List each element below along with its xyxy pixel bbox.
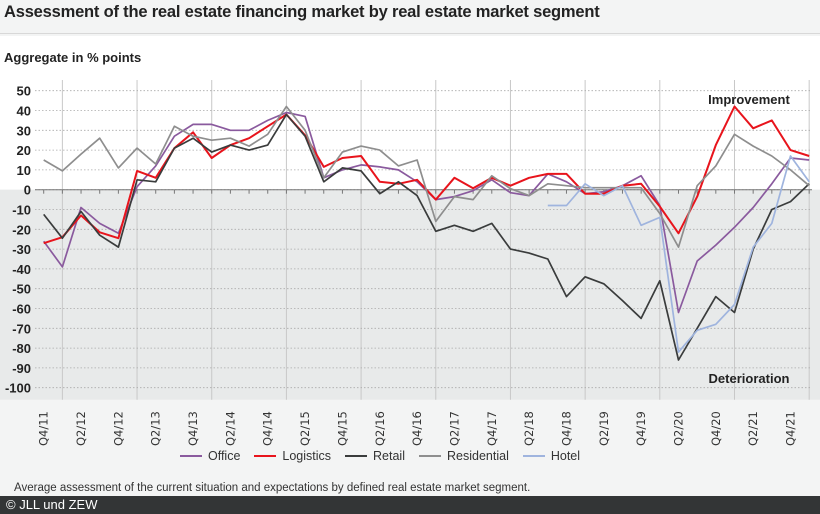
legend-item-office: Office <box>179 449 241 463</box>
x-tick-label: Q2/14 <box>223 411 237 446</box>
y-tick-label: -10 <box>12 203 31 218</box>
x-tick-label: Q2/15 <box>298 411 312 446</box>
legend-swatch <box>522 455 545 457</box>
annotation-improvement: Improvement <box>708 92 790 107</box>
y-tick-label: -40 <box>12 262 31 277</box>
x-tick-label: Q4/15 <box>335 411 349 446</box>
copyright-bar: © JLL und ZEW <box>0 496 820 514</box>
x-tick-label: Q2/16 <box>373 411 387 446</box>
x-tick-label: Q4/12 <box>111 411 125 446</box>
x-tick-label: Q2/19 <box>597 411 611 446</box>
chart-title: Assessment of the real estate financing … <box>4 3 600 21</box>
x-tick-label: Q2/13 <box>149 411 163 446</box>
legend-swatch <box>345 455 368 457</box>
y-tick-label: -20 <box>12 222 31 237</box>
y-tick-label: 10 <box>17 163 31 178</box>
x-tick-label: Q4/20 <box>709 411 723 446</box>
copyright-text: © JLL und ZEW <box>6 497 98 512</box>
x-tick-label: Q4/11 <box>37 411 51 446</box>
footnote: Average assessment of the current situat… <box>14 482 531 494</box>
line-chart: 50 40 30 20 10 0 -10 -20 -30 -40 -50 -60 -70 -80 -90 -1… <box>0 36 820 446</box>
legend: Office Logistics Retail Residential Hotel <box>0 449 760 463</box>
legend-swatch <box>179 455 202 457</box>
y-tick-label: -30 <box>12 242 31 257</box>
y-tick-label: 30 <box>17 123 31 138</box>
legend-swatch <box>419 455 441 457</box>
legend-item-residential: Residential <box>419 449 509 463</box>
y-tick-label: 20 <box>17 143 31 158</box>
series-line-residential <box>43 105 810 248</box>
legend-label: Hotel <box>550 449 581 463</box>
x-tick-label: Q4/19 <box>634 411 648 446</box>
x-tick-label: Q4/14 <box>261 411 275 446</box>
legend-swatch <box>254 455 277 457</box>
x-tick-label: Q2/21 <box>746 411 760 446</box>
x-tick-label: Q4/21 <box>784 411 798 446</box>
legend-item-logistics: Logistics <box>254 449 331 463</box>
x-tick-label: Q4/13 <box>186 411 200 446</box>
title-divider <box>0 33 820 34</box>
x-tick-label: Q2/18 <box>522 411 536 446</box>
x-tick-label: Q4/16 <box>410 411 424 446</box>
y-tick-label: -50 <box>12 282 31 297</box>
x-tick-label: Q4/17 <box>485 411 499 446</box>
y-tick-label: -60 <box>12 302 31 317</box>
x-tick-label: Q2/12 <box>74 411 88 446</box>
y-tick-label: -70 <box>12 321 31 336</box>
x-tick-label: Q2/20 <box>671 411 685 446</box>
y-tick-label: -80 <box>12 341 31 356</box>
y-tick-label: -90 <box>12 361 31 376</box>
annotation-deterioration: Deterioration <box>709 371 790 386</box>
legend-label: Retail <box>373 449 405 463</box>
legend-item-hotel: Hotel <box>522 449 581 463</box>
legend-label: Residential <box>447 449 509 463</box>
y-tick-label: 40 <box>17 104 31 119</box>
y-tick-label: -100 <box>5 381 31 396</box>
series-line-retail <box>43 113 810 361</box>
legend-label: Office <box>207 449 241 463</box>
x-tick-label: Q4/18 <box>559 411 573 446</box>
y-tick-label: 0 <box>24 183 31 198</box>
y-axis-label: Aggregate in % points <box>4 50 142 65</box>
y-tick-label: 50 <box>17 84 31 99</box>
x-tick-label: Q2/17 <box>447 411 461 446</box>
legend-label: Logistics <box>282 449 332 463</box>
legend-item-retail: Retail <box>345 449 405 463</box>
